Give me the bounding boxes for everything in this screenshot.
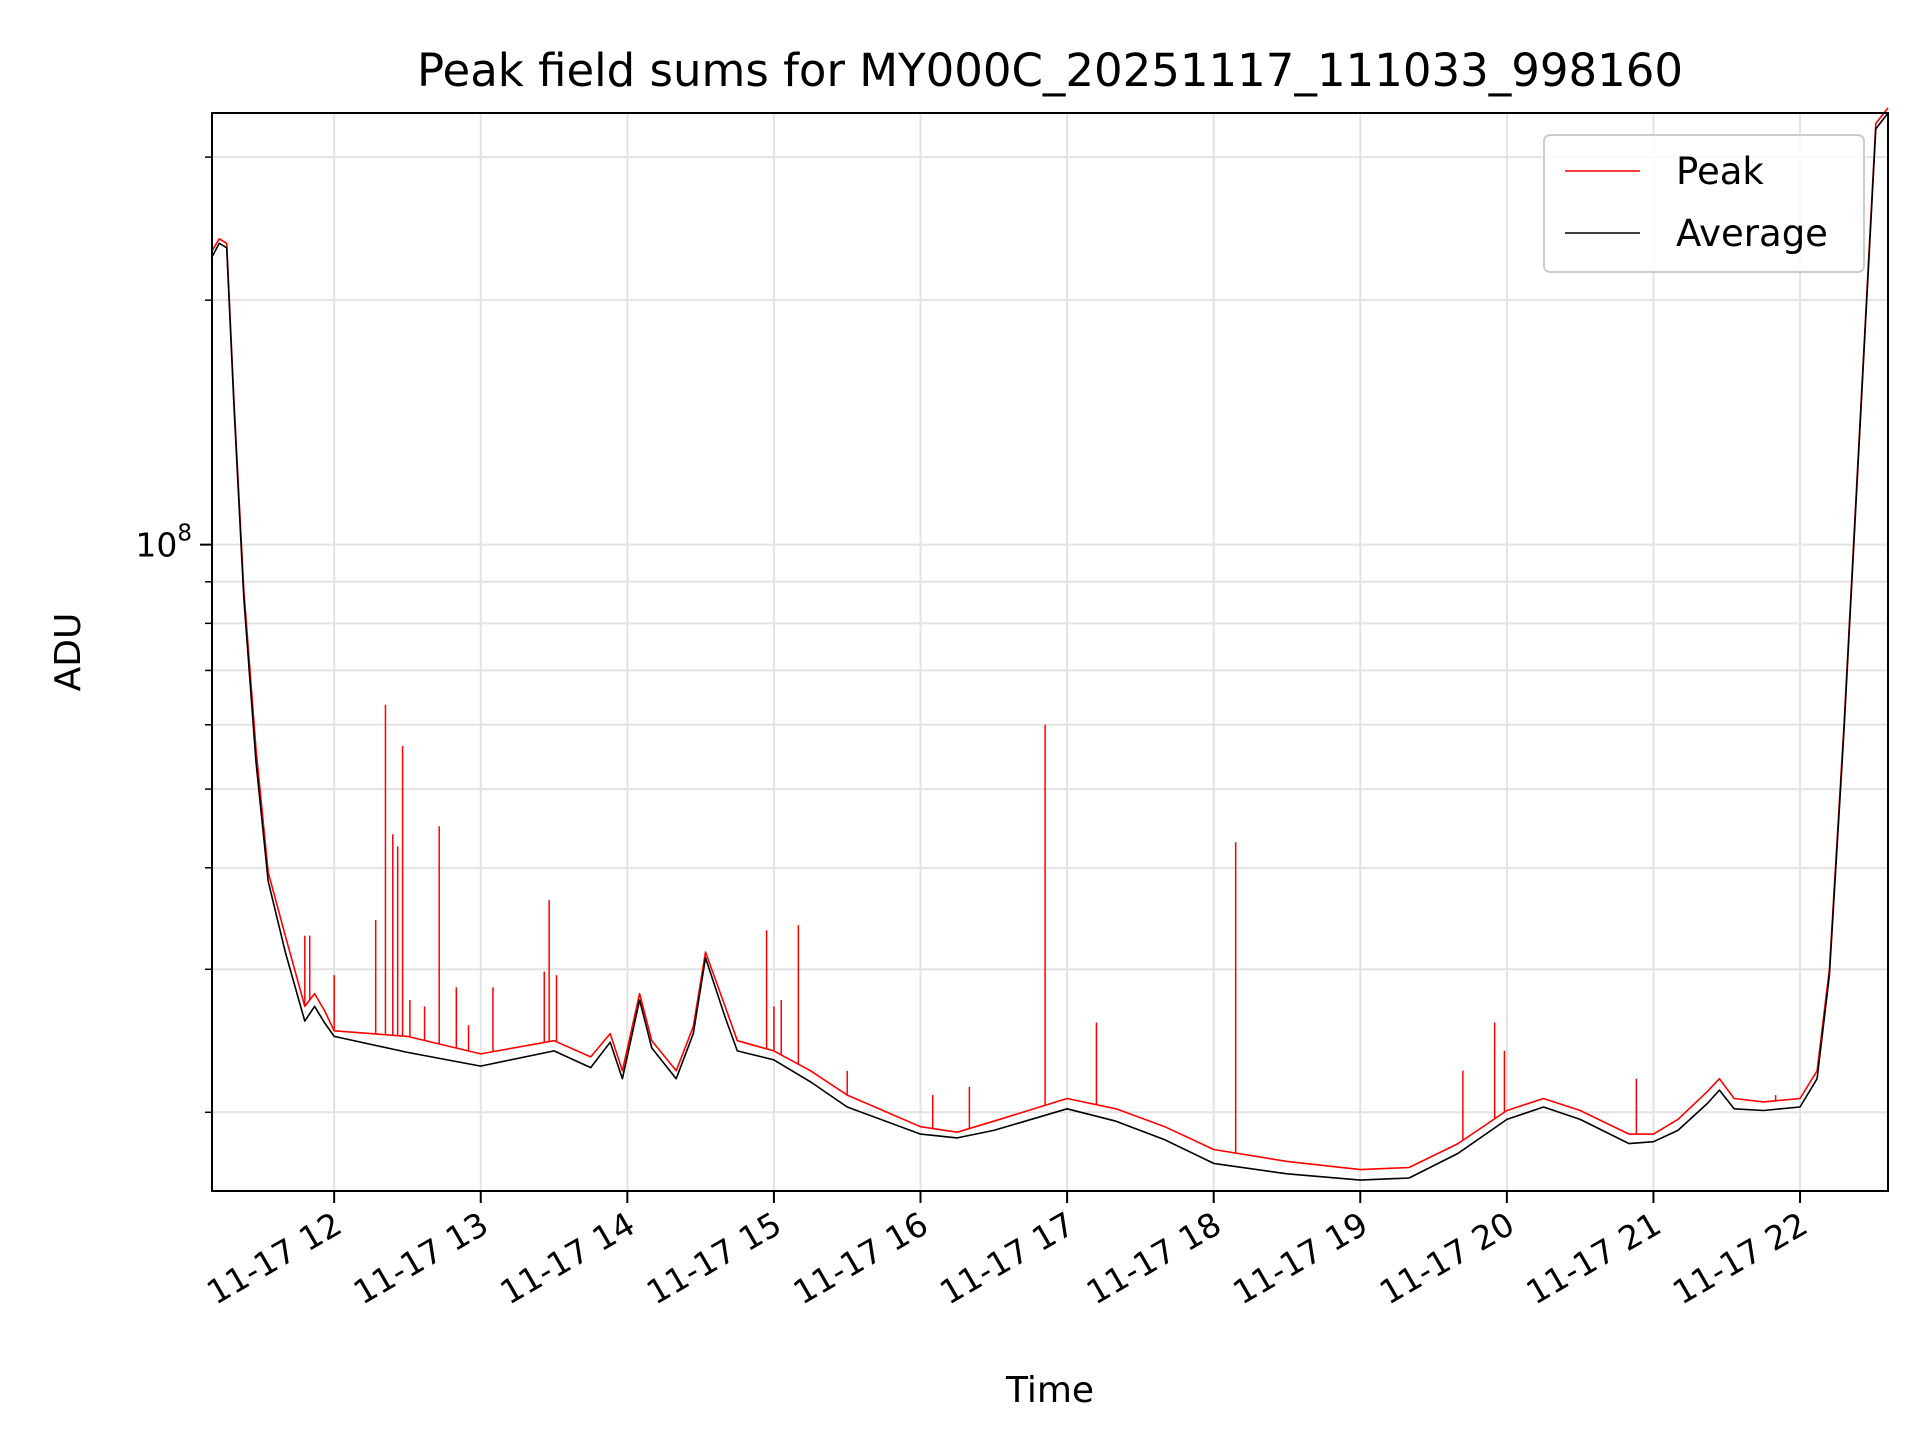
y-tick-label: 108: [135, 521, 192, 565]
grid-lines: [212, 113, 1888, 1191]
legend-label-average: Average: [1676, 212, 1828, 255]
series-line-peak: [211, 107, 1889, 1171]
legend-box: [1543, 134, 1865, 273]
series-layer: [211, 107, 1889, 1181]
legend: Peak Average: [1543, 134, 1865, 273]
plot-frame: [211, 112, 1889, 1192]
legend-label-peak: Peak: [1676, 150, 1764, 193]
chart-title: Peak field sums for MY000C_20251117_1110…: [417, 44, 1683, 97]
y-axis-label: ADU: [48, 613, 89, 692]
x-axis-label: Time: [1005, 1370, 1094, 1411]
series-line-average: [211, 112, 1889, 1181]
